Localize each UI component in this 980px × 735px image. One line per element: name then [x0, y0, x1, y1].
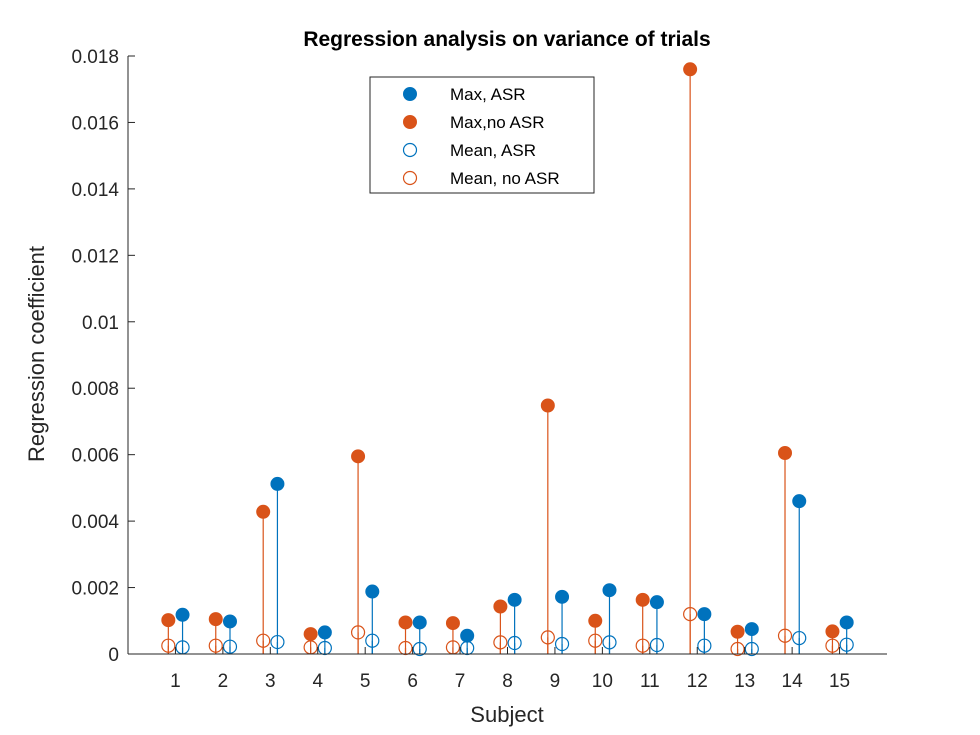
legend-entry-label: Max,no ASR: [450, 113, 545, 132]
data-point: [635, 592, 650, 607]
x-tick-label: 13: [734, 671, 755, 692]
data-point: [303, 627, 318, 642]
legend: Max, ASR Max,no ASR Mean, ASR Mean, no ASR: [369, 76, 595, 194]
y-tick-label: 0.016: [71, 113, 119, 134]
series-3: [175, 630, 854, 657]
legend-marker: [403, 87, 417, 101]
data-point: [744, 622, 759, 637]
data-point: [507, 635, 522, 651]
y-tick-label: 0: [108, 645, 119, 666]
data-point: [270, 476, 285, 491]
y-tick-label: 0.01: [82, 313, 119, 334]
y-axis-label: Regression coefficient: [24, 246, 49, 462]
data-point: [825, 638, 840, 653]
x-tick-label: 9: [550, 671, 561, 692]
x-tick-label: 1: [170, 671, 181, 692]
data-point: [540, 398, 555, 413]
data-point: [208, 638, 223, 653]
data-point: [351, 449, 366, 464]
data-point: [317, 625, 332, 640]
data-point: [683, 62, 698, 77]
data-point: [649, 637, 665, 653]
legend-marker: [402, 170, 418, 186]
legend-marker: [403, 115, 417, 129]
data-point: [649, 595, 664, 610]
y-tick-label: 0.006: [71, 446, 119, 467]
y-tick-label: 0.018: [71, 47, 119, 68]
y-tick-label: 0.014: [71, 180, 119, 201]
legend-marker: [402, 142, 418, 158]
data-point: [222, 639, 238, 654]
x-tick-label: 2: [218, 671, 229, 692]
data-point: [588, 633, 603, 648]
data-point: [697, 638, 712, 653]
legend-entry-label: Max, ASR: [450, 85, 526, 104]
x-tick-label: 12: [687, 671, 708, 692]
x-tick-label: 8: [502, 671, 513, 692]
data-point: [460, 640, 475, 656]
data-point: [554, 636, 570, 652]
data-point: [730, 624, 745, 639]
y-tick-label: 0.002: [71, 579, 119, 600]
x-tick-label: 14: [782, 671, 804, 692]
data-point: [778, 446, 793, 461]
data-point: [588, 613, 603, 628]
x-tick-label: 5: [360, 671, 371, 692]
data-point: [412, 615, 427, 630]
data-point: [635, 638, 650, 653]
data-point: [270, 634, 285, 650]
x-tick-label: 3: [265, 671, 276, 692]
y-tick-label: 0.008: [71, 379, 119, 400]
data-point: [493, 599, 508, 614]
plot-area: [161, 62, 854, 657]
x-tick-label: 6: [407, 671, 418, 692]
data-point: [792, 630, 807, 646]
data-point: [256, 504, 271, 519]
data-point: [161, 613, 176, 628]
data-point: [555, 589, 570, 604]
data-point: [208, 612, 223, 627]
data-point: [602, 583, 617, 598]
data-point: [792, 494, 807, 509]
x-tick-label: 11: [640, 671, 660, 692]
series-1: [175, 476, 854, 654]
data-point: [540, 630, 555, 645]
data-point: [365, 584, 380, 599]
chart-title: Regression analysis on variance of trial…: [303, 28, 710, 51]
axes: 0 0.002 0.004 0.006 0.008 0.01 0.012 0.014 0.016…: [71, 47, 887, 692]
data-point: [839, 615, 854, 630]
x-tick-label: 7: [455, 671, 466, 692]
data-point: [256, 633, 271, 648]
data-point: [839, 637, 854, 652]
data-point: [350, 625, 366, 640]
y-tick-label: 0.004: [71, 512, 119, 533]
data-point: [460, 628, 475, 643]
x-tick-label: 4: [312, 671, 323, 692]
data-point: [744, 641, 759, 657]
data-point: [161, 638, 176, 653]
data-point: [602, 635, 617, 650]
x-axis-label: Subject: [470, 702, 543, 727]
data-point: [365, 633, 380, 648]
y-tick-label: 0.012: [71, 246, 119, 267]
data-point: [175, 607, 190, 622]
data-point: [697, 607, 712, 622]
legend-entry-label: Mean, no ASR: [450, 169, 560, 188]
legend-entry-label: Mean, ASR: [450, 141, 536, 160]
x-tick-label: 15: [829, 671, 850, 692]
data-point: [683, 607, 698, 622]
data-point: [825, 624, 840, 639]
data-point: [412, 641, 427, 657]
data-point: [222, 614, 237, 629]
data-point: [493, 635, 508, 650]
x-tick-label: 10: [592, 671, 613, 692]
data-point: [445, 616, 460, 631]
data-point: [317, 640, 332, 656]
data-point: [398, 640, 413, 656]
data-point: [730, 641, 745, 657]
data-point: [777, 628, 793, 643]
data-point: [507, 592, 522, 607]
data-point: [398, 615, 413, 630]
